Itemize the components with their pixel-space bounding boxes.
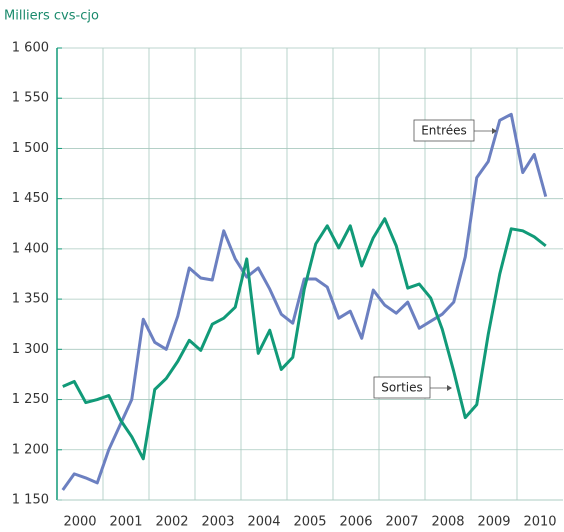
series-line <box>61 112 548 491</box>
grid: 1 150 1 200 1 250 1 300 1 350 1 400 1 450 1 500… <box>12 41 563 530</box>
annotation-arrowhead <box>492 128 497 134</box>
annotation-box <box>373 376 431 399</box>
lines <box>61 112 548 491</box>
y-tick-label: 1 250 <box>12 392 49 407</box>
y-tick-label: 1 150 <box>12 493 49 508</box>
y-tick-label: 1 500 <box>12 141 49 156</box>
x-tick-label: 2009 <box>477 515 510 530</box>
y-tick-label: 1 550 <box>12 91 49 106</box>
x-tick-label: 2001 <box>109 515 142 530</box>
x-tick-label: 2003 <box>201 515 234 530</box>
annotation-box <box>413 119 475 142</box>
x-tick-label: 2000 <box>63 515 96 530</box>
annotation-arrowhead <box>447 385 452 391</box>
x-tick-label: 2004 <box>247 515 280 530</box>
series-line <box>62 217 547 461</box>
y-tick-label: 1 200 <box>12 442 49 457</box>
y-tick-label: 1 400 <box>12 241 49 256</box>
annotation-label: Entrées <box>421 124 467 138</box>
annotation-sorties: Sorties <box>373 376 452 399</box>
x-tick-label: 2007 <box>385 515 418 530</box>
x-tick-label: 2010 <box>523 515 556 530</box>
y-tick-label: 1 450 <box>12 191 49 206</box>
x-tick-label: 2008 <box>431 515 464 530</box>
y-tick-label: 1 350 <box>12 292 49 307</box>
y-tick-label: 1 600 <box>12 41 49 56</box>
annotation-label: Sorties <box>381 381 423 395</box>
x-tick-label: 2005 <box>293 515 326 530</box>
x-tick-label: 2002 <box>155 515 188 530</box>
annotation-entrees: Entrées <box>413 119 497 142</box>
x-tick-label: 2006 <box>339 515 372 530</box>
y-tick-label: 1 300 <box>12 342 49 357</box>
y-axis-label: Milliers cvs-cjo <box>4 9 99 24</box>
